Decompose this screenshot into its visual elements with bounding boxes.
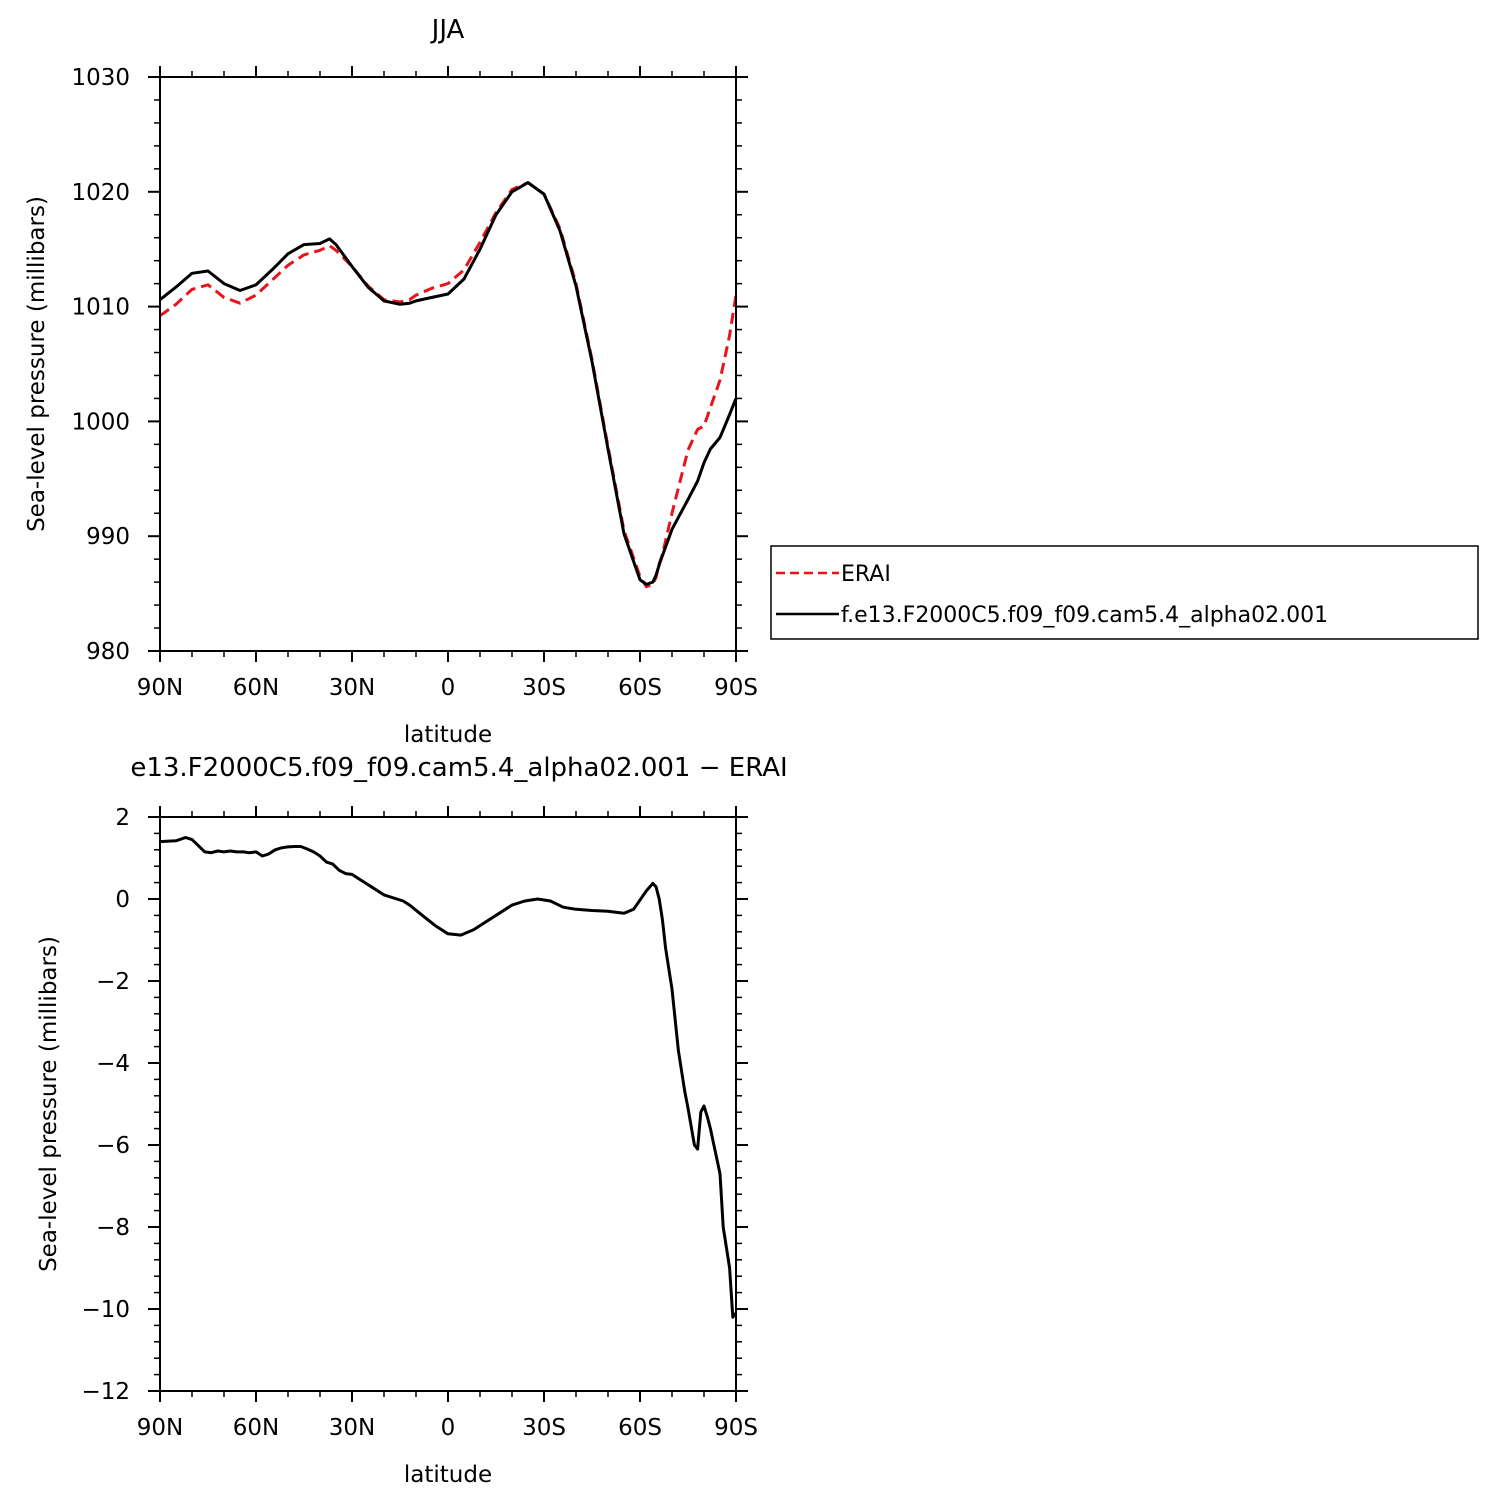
top-y-axis-label: Sea-level pressure (millibars) xyxy=(24,196,50,532)
bottom-plot-frame xyxy=(159,816,737,1392)
bottom-plot-area: 90N 60N 30N 0 30S 60S 90S −12 −10 −8 −6 −4 −2 0 2 xyxy=(81,805,757,1441)
top-series-line-erai xyxy=(159,181,738,589)
bottom-x-axis-label: latitude xyxy=(404,1462,492,1488)
top-plot-area: 90N 60N 30N 0 30S 60S 90S 980 990 1000 1010 1020 103… xyxy=(71,65,757,701)
y-tick-label: 980 xyxy=(86,639,130,665)
x-tick-label: 0 xyxy=(441,1415,456,1441)
x-tick-label: 90N xyxy=(137,675,183,701)
x-tick-label: 60N xyxy=(233,1415,279,1441)
y-tick-label: 1000 xyxy=(71,409,130,435)
y-tick-label: −6 xyxy=(96,1133,130,1159)
y-tick-label: −12 xyxy=(81,1379,130,1405)
bottom-chart-title: e13.F2000C5.f09_f09.cam5.4_alpha02.001 −… xyxy=(130,753,787,783)
top-panel: JJA 90N 60N 30N 0 30S 60S 90S 980 990 1000 1010 102… xyxy=(24,15,758,748)
x-tick-label: 90S xyxy=(714,675,758,701)
top-series-line-model xyxy=(159,181,738,586)
y-tick-label: −2 xyxy=(96,969,130,995)
y-tick-label: 1030 xyxy=(71,65,130,91)
top-plot-frame xyxy=(159,76,737,652)
y-tick-label: −8 xyxy=(96,1215,130,1241)
y-tick-label: 1010 xyxy=(71,295,130,321)
x-tick-label: 60N xyxy=(233,675,279,701)
bottom-panel: e13.F2000C5.f09_f09.cam5.4_alpha02.001 −… xyxy=(36,753,788,1488)
y-tick-label: 990 xyxy=(86,524,130,550)
x-tick-label: 0 xyxy=(441,675,456,701)
x-tick-label: 60S xyxy=(618,675,662,701)
top-x-axis-label: latitude xyxy=(404,722,492,748)
x-tick-label: 30N xyxy=(329,675,375,701)
legend-erai-label: ERAI xyxy=(841,562,891,587)
legend-box xyxy=(770,545,1479,640)
x-tick-label: 30S xyxy=(522,675,566,701)
top-chart-title: JJA xyxy=(430,15,465,45)
y-tick-label: −4 xyxy=(96,1051,130,1077)
bottom-y-axis-label: Sea-level pressure (millibars) xyxy=(36,936,62,1272)
y-tick-label: 2 xyxy=(115,805,130,831)
y-tick-label: 1020 xyxy=(71,180,130,206)
x-tick-label: 60S xyxy=(618,1415,662,1441)
y-tick-label: 0 xyxy=(115,887,130,913)
x-tick-label: 30S xyxy=(522,1415,566,1441)
legend-model-label: f.e13.F2000C5.f09_f09.cam5.4_alpha02.001 xyxy=(841,603,1328,628)
bottom-series-line-model xyxy=(159,836,738,1319)
x-tick-label: 90S xyxy=(714,1415,758,1441)
x-tick-label: 90N xyxy=(137,1415,183,1441)
x-tick-label: 30N xyxy=(329,1415,375,1441)
y-tick-label: −10 xyxy=(81,1297,130,1323)
legend: ERAI f.e13.F2000C5.f09_f09.cam5.4_alpha0… xyxy=(770,545,1479,640)
